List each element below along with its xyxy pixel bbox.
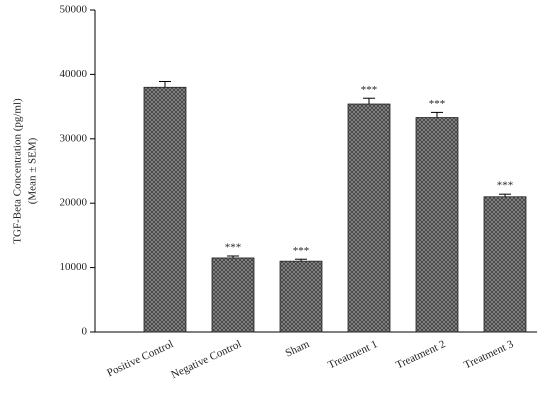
x-tick-label: Negative Control — [169, 338, 243, 381]
x-tick-label: Sham — [284, 338, 312, 360]
bar — [143, 86, 187, 333]
y-tick-label: 50000 — [60, 4, 88, 16]
bar — [415, 117, 459, 333]
x-tick-label: Positive Control — [105, 338, 175, 379]
significance-label: *** — [361, 84, 378, 96]
y-tick-label: 10000 — [60, 261, 88, 273]
bar — [483, 196, 527, 333]
x-tick-label: Treatment 1 — [326, 338, 379, 371]
x-tick-label: Treatment 2 — [394, 338, 447, 371]
bar — [347, 103, 391, 333]
y-axis-label: TGF-Beta Concentration (pg/ml) — [12, 98, 24, 244]
y-tick-label: 20000 — [60, 197, 88, 209]
significance-label: *** — [293, 245, 310, 257]
significance-label: *** — [429, 98, 446, 110]
bar — [211, 257, 255, 333]
y-tick-label: 40000 — [60, 68, 88, 80]
significance-label: *** — [225, 242, 242, 254]
significance-label: *** — [497, 180, 514, 192]
y-axis-label: (Mean ± SEM) — [27, 137, 39, 204]
y-tick-label: 30000 — [60, 132, 88, 144]
bar — [279, 260, 323, 333]
y-tick-label: 0 — [82, 326, 88, 338]
x-tick-label: Treatment 3 — [462, 338, 516, 372]
